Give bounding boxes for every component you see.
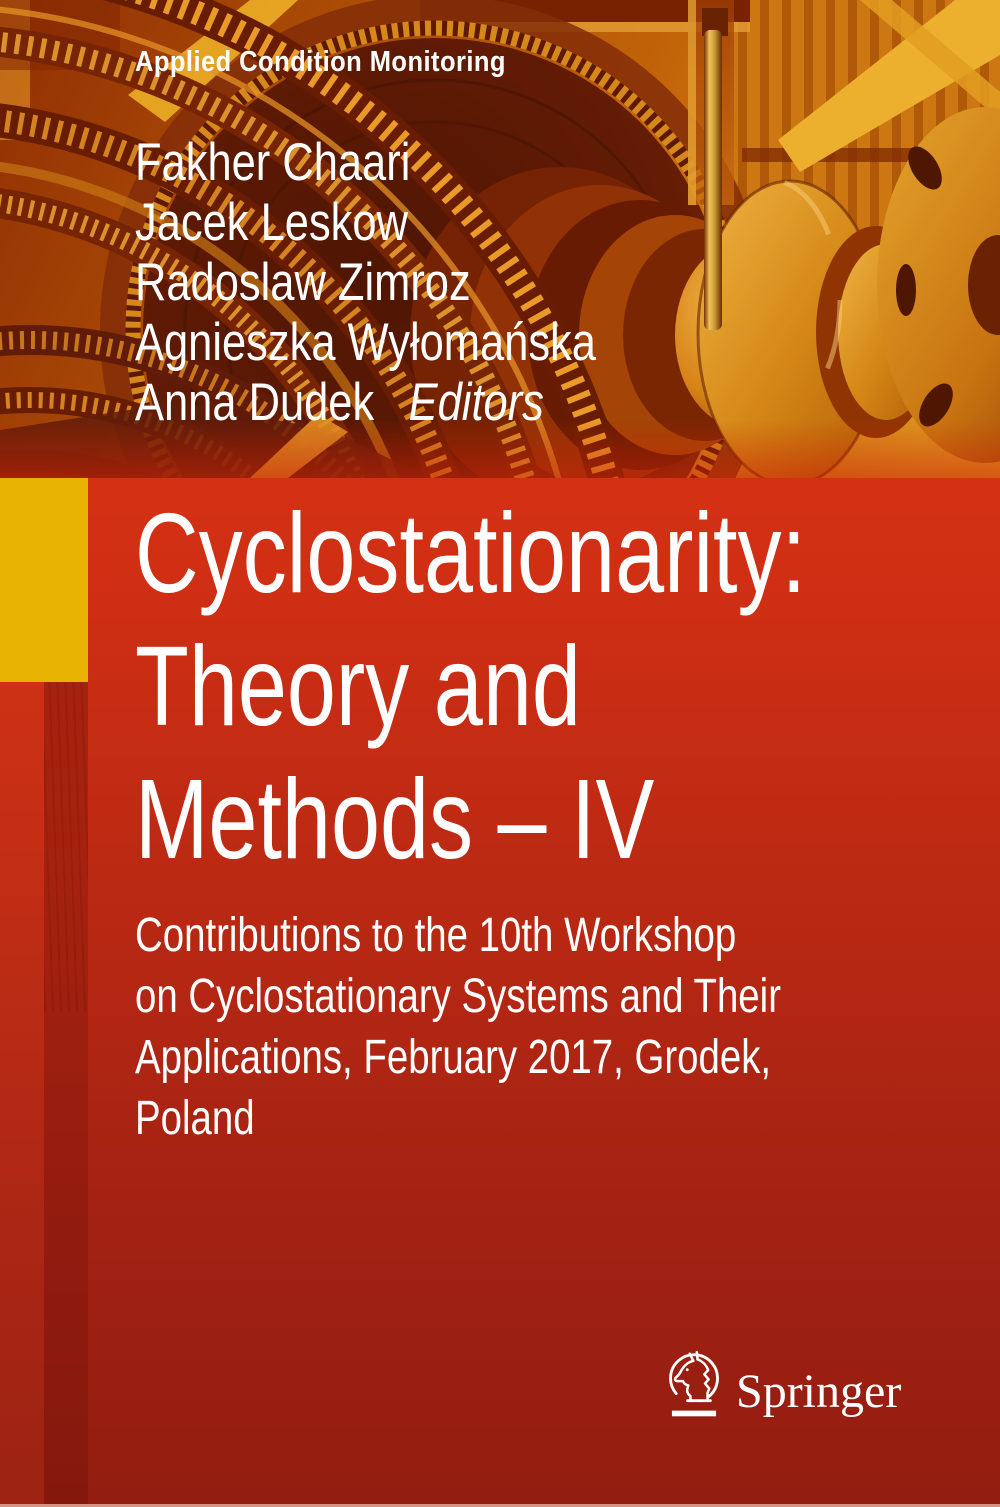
turbine-photo-illustration	[0, 0, 1000, 478]
book-subtitle-line: on Cyclostationary Systems and Their	[135, 970, 781, 1023]
editor-name: Jacek Leskow	[135, 193, 408, 252]
book-title-line: Methods – IV	[135, 756, 655, 882]
editor-name-row: Anna Dudek Editors	[135, 373, 596, 433]
book-subtitle: Contributions to the 10th Workshop on Cy…	[135, 905, 781, 1149]
editors-role-label: Editors	[408, 373, 544, 432]
duotone-tint-overlay	[0, 0, 1000, 478]
editor-name: Anna Dudek	[135, 373, 375, 432]
book-subtitle-line: Applications, February 2017, Grodek,	[135, 1031, 772, 1084]
editor-name: Fakher Chaari	[135, 133, 411, 192]
book-title: Cyclostationarity: Theory and Methods – …	[135, 487, 806, 886]
cover-photo: Applied Condition Monitoring Fakher Chaa…	[0, 0, 1000, 478]
book-title-line: Cyclostationarity:	[135, 490, 807, 616]
publisher-name: Springer	[736, 1365, 902, 1418]
series-yellow-square	[0, 478, 88, 682]
book-subtitle-line: Poland	[135, 1092, 255, 1145]
series-title: Applied Condition Monitoring	[135, 46, 506, 78]
spine-strip-texture	[44, 682, 88, 1012]
springer-horse-icon	[669, 1351, 719, 1417]
editor-name: Agnieszka Wyłomańska	[135, 313, 596, 372]
editors-list: Fakher Chaari Jacek Leskow Radoslaw Zimr…	[135, 133, 596, 433]
book-subtitle-line: Contributions to the 10th Workshop	[135, 909, 737, 962]
bottom-edge-line	[0, 1504, 1000, 1507]
editor-name: Radoslaw Zimroz	[135, 253, 471, 312]
red-fade-overlay	[0, 420, 1000, 478]
book-title-line: Theory and	[135, 623, 581, 749]
